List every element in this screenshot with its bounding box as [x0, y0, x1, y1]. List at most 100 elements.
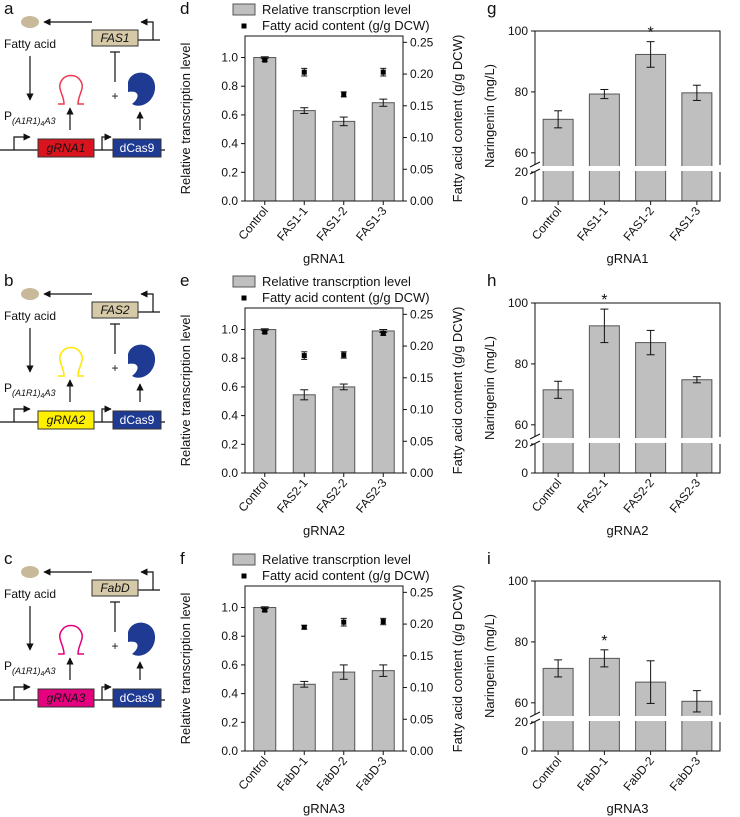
- x-tick-label: FabD-2: [620, 754, 657, 794]
- bar: [681, 379, 713, 474]
- dcas9-label: dCas9: [120, 413, 155, 427]
- error-bar: [646, 329, 655, 356]
- y-tick-label: 0.0: [221, 194, 238, 208]
- legend-marker: [241, 295, 247, 301]
- bar: [371, 670, 395, 752]
- y2-tick-label: 0.05: [410, 434, 434, 448]
- dcas9-label: dCas9: [120, 691, 155, 705]
- y2-tick-label: 0.15: [410, 99, 434, 113]
- y-tick-label: 1.0: [221, 601, 238, 615]
- x-axis-title: gRNA2: [607, 523, 649, 538]
- product-label: Fatty acid: [4, 587, 56, 601]
- y-tick-label: 20: [515, 437, 529, 451]
- x-axis-title: gRNA1: [303, 251, 345, 266]
- arrow: [140, 18, 154, 40]
- x-axis-title: gRNA3: [303, 801, 345, 816]
- panel-label: a: [4, 0, 14, 18]
- promoter-sub: (A1R1): [12, 666, 41, 676]
- product-icon: [21, 16, 39, 28]
- x-tick-label: FabD-1: [574, 754, 611, 794]
- error-bar: [600, 308, 609, 344]
- error-bar: [692, 690, 701, 713]
- diagram: a Fatty acid FAS1 + P(A1R1)4A3 gRNA1 dCas9: [0, 0, 165, 158]
- chart: d 0.0 0.2 0.4 0.6 0.8 1.0 0.00 0.05 0.10 0.15 0.20 0…: [178, 0, 465, 266]
- x-tick-label: Control: [235, 204, 271, 243]
- arrow: [13, 133, 31, 150]
- error-bar: [339, 116, 348, 127]
- y-tick-label: 20: [515, 165, 529, 179]
- promoter-main: P: [4, 109, 12, 123]
- break-mark: [529, 440, 541, 447]
- y-tick-label: 0.6: [221, 658, 238, 672]
- promoter-label: P(A1R1)4A3: [4, 659, 55, 678]
- y-axis-title: Relative transcription level: [178, 593, 193, 745]
- significance-mark: *: [648, 25, 654, 42]
- x-tick-label: FAS2-1: [574, 476, 611, 516]
- error-bar: [300, 389, 309, 401]
- error-bar: [600, 88, 609, 100]
- product-icon: [21, 566, 39, 578]
- y2-tick-label: 0.00: [410, 744, 434, 758]
- y2-tick-label: 0.15: [410, 371, 434, 385]
- point: [380, 619, 386, 625]
- y-axis-title: Naringenin (mg/L): [482, 336, 497, 440]
- bar: [332, 120, 356, 202]
- y-tick-label: 0.4: [221, 409, 238, 423]
- plus: +: [111, 89, 118, 103]
- break-mark: [529, 711, 541, 718]
- y2-tick-label: 0.25: [410, 307, 434, 321]
- bar: [332, 386, 356, 474]
- dcas9-protein: [128, 622, 156, 656]
- y2-tick-label: 0.00: [410, 466, 434, 480]
- error-bar: [692, 376, 701, 384]
- significance-mark: *: [601, 292, 607, 309]
- error-bar: [554, 110, 563, 129]
- promoter-subsub: 4: [41, 121, 45, 128]
- y2-tick-label: 0.10: [410, 131, 434, 145]
- dcas9-protein: [128, 72, 156, 106]
- y-tick-label: 0: [521, 466, 528, 480]
- error-bar: [379, 98, 388, 107]
- bar: [542, 118, 574, 202]
- y-tick-label: 80: [515, 85, 529, 99]
- plot-frame: [244, 35, 404, 202]
- x-tick-label: FAS2-3: [667, 476, 704, 516]
- diagram: b Fatty acid FAS2 + P(A1R1)4A3 gRNA2 dCas9: [0, 271, 165, 430]
- y-tick-label: 0.2: [221, 715, 238, 729]
- point: [341, 352, 347, 358]
- x-tick-label: FAS2-2: [620, 476, 657, 516]
- promoter-main: P: [4, 659, 12, 673]
- bar: [542, 389, 574, 474]
- y-tick-label: 80: [515, 635, 529, 649]
- y2-axis-title: Fatty acid content (g/g DCW): [450, 585, 465, 753]
- bar: [253, 607, 277, 752]
- error-bar: [300, 107, 309, 114]
- x-tick-label: FAS1-1: [274, 204, 311, 244]
- gene-label: FAS1: [100, 31, 129, 45]
- y-tick-label: 100: [508, 296, 528, 310]
- point: [262, 329, 268, 335]
- gene-label: FAS2: [100, 303, 129, 317]
- legend-swatch: [232, 275, 256, 288]
- legend-label: Relative transcrption level: [262, 2, 411, 17]
- bar: [588, 325, 620, 474]
- y-tick-label: 60: [515, 696, 529, 710]
- y-tick-label: 20: [515, 715, 529, 729]
- grna-label: gRNA1: [47, 141, 86, 155]
- y-tick-label: 0.8: [221, 351, 238, 365]
- x-tick-label: FabD-3: [353, 754, 390, 794]
- diagram: c Fatty acid FabD + P(A1R1)4A3 gRNA3 dCas9: [0, 549, 165, 708]
- y2-tick-label: 0.25: [410, 35, 434, 49]
- y-tick-label: 1.0: [221, 323, 238, 337]
- y-tick-label: 1.0: [221, 51, 238, 65]
- dcas9-box: [112, 410, 162, 430]
- panel-label: d: [180, 0, 189, 18]
- bar: [253, 57, 277, 202]
- y2-tick-label: 0.05: [410, 162, 434, 176]
- point: [262, 607, 268, 613]
- plus: +: [111, 639, 118, 653]
- y2-axis-title: Fatty acid content (g/g DCW): [450, 307, 465, 475]
- x-tick-label: FAS2-2: [314, 476, 351, 516]
- plus: +: [111, 361, 118, 375]
- y-tick-label: 100: [508, 24, 528, 38]
